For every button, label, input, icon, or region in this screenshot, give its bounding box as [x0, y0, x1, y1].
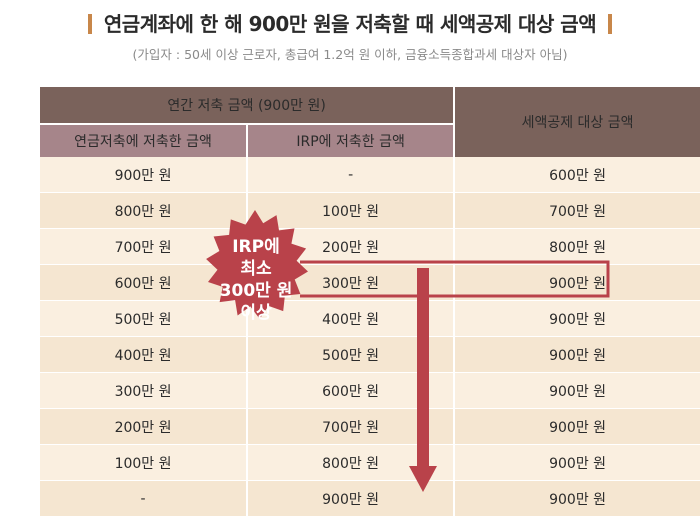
cell-irp: 400만 원 [248, 301, 456, 337]
cell-irp: 600만 원 [248, 373, 456, 409]
cell-pension: 600만 원 [40, 265, 249, 301]
cell-irp: 700만 원 [248, 409, 456, 445]
page-subtitle: (가입자 : 50세 이상 근로자, 총급여 1.2억 원 이하, 금융소득종합… [132, 47, 568, 62]
cell-deduction: 900만 원 [455, 301, 700, 337]
cell-pension: 900만 원 [40, 157, 249, 193]
table-row: 200만 원 700만 원 900만 원 [40, 409, 700, 445]
cell-deduction: 600만 원 [455, 157, 700, 193]
cell-irp: 200만 원 [248, 229, 456, 265]
cell-pension: 200만 원 [40, 409, 249, 445]
cell-irp: 100만 원 [248, 193, 456, 229]
table-row: 900만 원 - 600만 원 [40, 157, 700, 193]
cell-deduction: 900만 원 [455, 409, 700, 445]
cell-pension: 800만 원 [40, 193, 249, 229]
cell-irp: 300만 원 [248, 265, 456, 301]
cell-pension: 400만 원 [40, 337, 249, 373]
title-bar-right [608, 14, 613, 34]
cell-deduction: 700만 원 [455, 193, 700, 229]
header-pension-saving: 연금저축에 저축한 금액 [40, 125, 249, 157]
table-row: 100만 원 800만 원 900만 원 [40, 445, 700, 481]
cell-pension: 100만 원 [40, 445, 249, 481]
cell-deduction: 900만 원 [455, 481, 700, 517]
cell-irp: 900만 원 [248, 481, 456, 517]
page-title: 연금계좌에 한 해 900만 원을 저축할 때 세액공제 대상 금액 [103, 12, 597, 36]
cell-pension: - [40, 481, 249, 517]
cell-pension: 300만 원 [40, 373, 249, 409]
header-irp: IRP에 저축한 금액 [248, 125, 456, 157]
cell-pension: 500만 원 [40, 301, 249, 337]
cell-deduction: 900만 원 [455, 373, 700, 409]
cell-deduction: 900만 원 [455, 445, 700, 481]
cell-deduction: 900만 원 [455, 265, 700, 301]
cell-pension: 700만 원 [40, 229, 249, 265]
table-row: 300만 원 600만 원 900만 원 [40, 373, 700, 409]
table-row: 600만 원 300만 원 900만 원 [40, 265, 700, 301]
header-annual-saving: 연간 저축 금액 (900만 원) [40, 87, 456, 125]
header-deduction-amount: 세액공제 대상 금액 [455, 87, 700, 157]
table-row: 700만 원 200만 원 800만 원 [40, 229, 700, 265]
cell-irp: - [248, 157, 456, 193]
cell-deduction: 800만 원 [455, 229, 700, 265]
title-block: 연금계좌에 한 해 900만 원을 저축할 때 세액공제 대상 금액 [0, 8, 700, 37]
cell-irp: 800만 원 [248, 445, 456, 481]
title-bar-left [87, 14, 92, 34]
table-row: - 900만 원 900만 원 [40, 481, 700, 517]
table-row: 500만 원 400만 원 900만 원 [40, 301, 700, 337]
cell-irp: 500만 원 [248, 337, 456, 373]
cell-deduction: 900만 원 [455, 337, 700, 373]
table-row: 800만 원 100만 원 700만 원 [40, 193, 700, 229]
table-row: 400만 원 500만 원 900만 원 [40, 337, 700, 373]
deduction-table: 연간 저축 금액 (900만 원) 세액공제 대상 금액 연금저축에 저축한 금… [40, 87, 700, 517]
